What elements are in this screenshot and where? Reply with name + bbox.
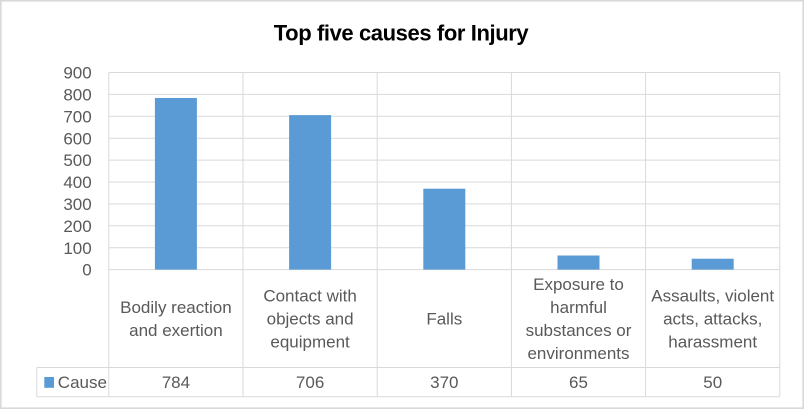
svg-text:harassment: harassment: [668, 333, 757, 352]
svg-text:900: 900: [63, 64, 91, 83]
svg-text:600: 600: [63, 129, 91, 148]
svg-text:100: 100: [63, 239, 91, 258]
svg-text:500: 500: [63, 151, 91, 170]
svg-text:Falls: Falls: [426, 310, 462, 329]
svg-text:706: 706: [296, 373, 324, 392]
svg-text:50: 50: [703, 373, 722, 392]
svg-text:Cause: Cause: [58, 373, 107, 392]
svg-text:700: 700: [63, 107, 91, 126]
svg-text:objects and: objects and: [267, 310, 354, 329]
svg-text:200: 200: [63, 217, 91, 236]
svg-text:environments: environments: [527, 344, 629, 363]
svg-text:800: 800: [63, 86, 91, 105]
svg-text:300: 300: [63, 195, 91, 214]
svg-text:400: 400: [63, 173, 91, 192]
svg-text:and exertion: and exertion: [129, 321, 223, 340]
svg-text:equipment: equipment: [270, 333, 350, 352]
svg-text:Bodily reaction: Bodily reaction: [120, 298, 232, 317]
svg-text:Exposure to: Exposure to: [533, 275, 624, 294]
svg-text:784: 784: [162, 373, 190, 392]
svg-text:substances or: substances or: [526, 321, 632, 340]
svg-text:harmful: harmful: [550, 298, 607, 317]
svg-text:Top five causes for Injury: Top five causes for Injury: [274, 21, 530, 46]
svg-text:acts, attacks,: acts, attacks,: [663, 310, 762, 329]
svg-text:Assaults, violent: Assaults, violent: [651, 287, 774, 306]
svg-text:0: 0: [82, 261, 91, 280]
svg-text:Contact with: Contact with: [263, 287, 357, 306]
svg-text:370: 370: [430, 373, 458, 392]
svg-text:65: 65: [569, 373, 588, 392]
